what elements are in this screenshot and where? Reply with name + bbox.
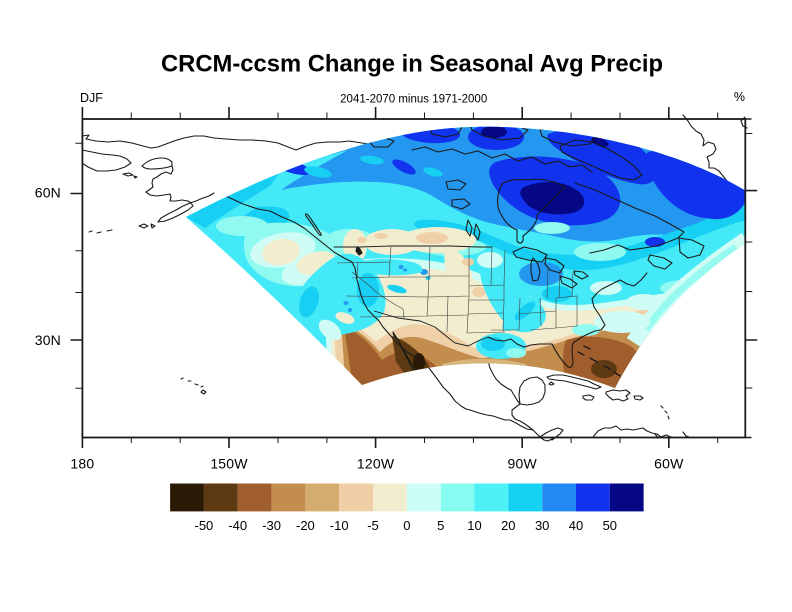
svg-text:30: 30	[535, 518, 549, 533]
svg-text:5: 5	[437, 518, 444, 533]
svg-text:20: 20	[501, 518, 515, 533]
svg-text:-10: -10	[330, 518, 349, 533]
svg-text:-5: -5	[367, 518, 379, 533]
svg-text:-40: -40	[228, 518, 247, 533]
svg-text:30N: 30N	[35, 332, 61, 348]
svg-text:-20: -20	[296, 518, 315, 533]
svg-text:60N: 60N	[35, 185, 61, 201]
svg-text:2041-2070 minus 1971-2000: 2041-2070 minus 1971-2000	[340, 94, 487, 106]
svg-text:-50: -50	[195, 518, 214, 533]
svg-text:90W: 90W	[508, 456, 538, 472]
svg-text:120W: 120W	[357, 456, 395, 472]
svg-text:150W: 150W	[210, 456, 248, 472]
svg-text:%: %	[734, 90, 745, 104]
svg-text:10: 10	[467, 518, 481, 533]
svg-text:40: 40	[569, 518, 583, 533]
svg-text:DJF: DJF	[80, 91, 103, 105]
svg-text:0: 0	[403, 518, 410, 533]
svg-text:-30: -30	[262, 518, 281, 533]
svg-text:50: 50	[603, 518, 617, 533]
svg-text:180: 180	[70, 456, 94, 472]
svg-text:CRCM-ccsm Change in Seasonal A: CRCM-ccsm Change in Seasonal Avg Precip	[161, 51, 663, 78]
svg-text:60W: 60W	[654, 456, 684, 472]
